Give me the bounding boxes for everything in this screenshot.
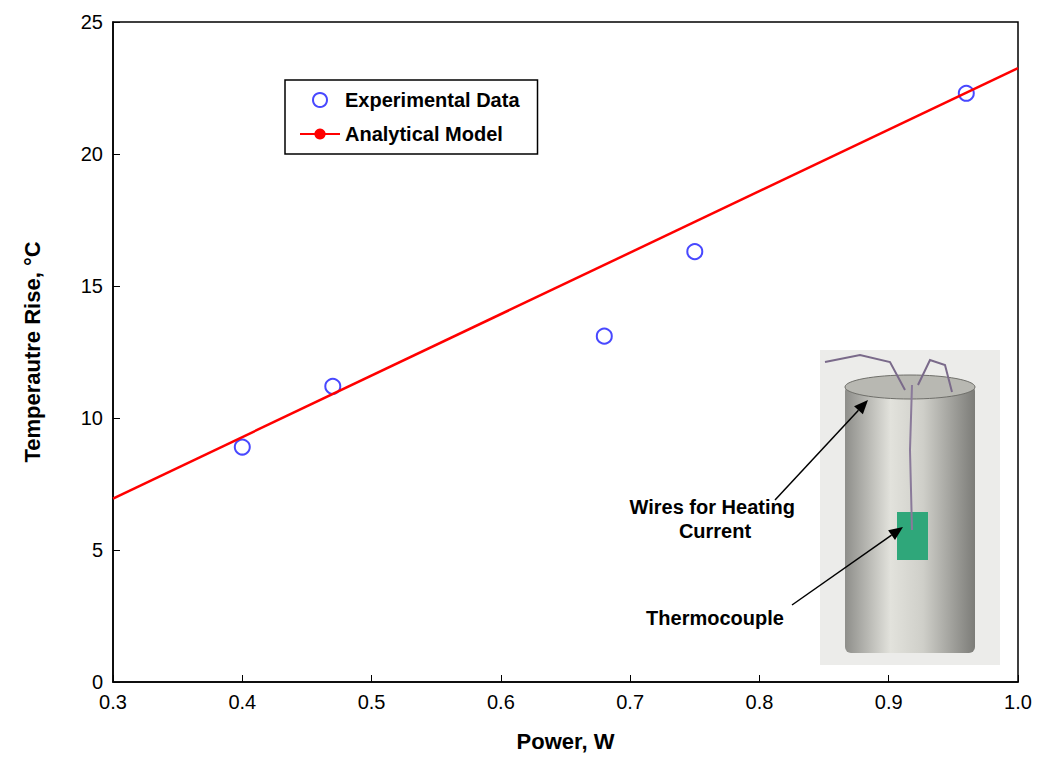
svg-text:0.4: 0.4 [228,691,256,713]
svg-text:25: 25 [81,11,103,33]
svg-text:Thermocouple: Thermocouple [646,607,784,629]
svg-text:0.3: 0.3 [99,691,127,713]
svg-text:0.9: 0.9 [875,691,903,713]
svg-text:1.0: 1.0 [1004,691,1032,713]
svg-text:0.8: 0.8 [746,691,774,713]
svg-text:Experimental Data: Experimental Data [345,89,520,111]
svg-text:Wires for Heating: Wires for Heating [629,496,801,518]
svg-text:15: 15 [81,275,103,297]
svg-text:20: 20 [81,143,103,165]
svg-text:Power, W: Power, W [517,729,615,754]
svg-text:0.7: 0.7 [616,691,644,713]
svg-text:10: 10 [81,407,103,429]
svg-text:0.6: 0.6 [487,691,515,713]
svg-text:Analytical Model: Analytical Model [345,123,503,145]
svg-text:Current: Current [679,520,752,542]
svg-text:0.5: 0.5 [358,691,386,713]
svg-text:Temperautre Rise, °C: Temperautre Rise, °C [20,241,45,462]
svg-text:5: 5 [92,539,103,561]
svg-text:0: 0 [92,671,103,693]
